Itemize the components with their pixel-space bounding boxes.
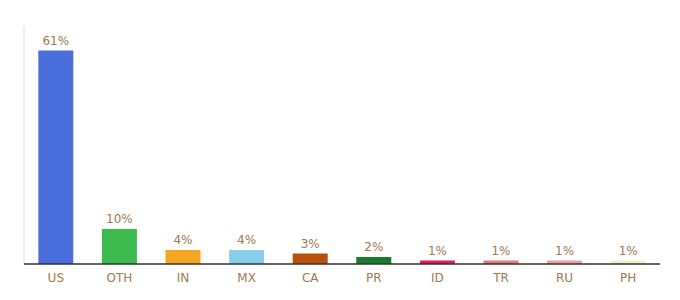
x-axis-line bbox=[24, 263, 660, 265]
bar bbox=[356, 257, 391, 264]
data-label: 1% bbox=[491, 244, 510, 258]
data-label: 3% bbox=[301, 237, 320, 251]
bar bbox=[293, 254, 328, 265]
data-label: 1% bbox=[619, 244, 638, 258]
bars bbox=[38, 51, 645, 265]
bar bbox=[102, 229, 137, 264]
bar bbox=[38, 51, 73, 265]
x-tick-label: RU bbox=[556, 271, 573, 285]
data-label: 2% bbox=[364, 240, 383, 254]
data-label: 4% bbox=[173, 233, 192, 247]
chart: US OTH IN MX CA PR ID TR RU PH 61% 10% 4% 4% 3% 2% 1% 1% 1… bbox=[0, 0, 680, 300]
x-tick-label: IN bbox=[177, 271, 190, 285]
x-tick-label: OTH bbox=[106, 271, 132, 285]
x-tick-label: CA bbox=[302, 271, 319, 285]
x-tick-label: TR bbox=[492, 271, 509, 285]
data-label: 61% bbox=[42, 34, 69, 48]
y-axis-line bbox=[24, 26, 25, 264]
x-tick-label: PR bbox=[366, 271, 382, 285]
bar bbox=[229, 250, 264, 264]
data-label: 1% bbox=[555, 244, 574, 258]
x-tick-label: PH bbox=[620, 271, 636, 285]
x-tick-label: US bbox=[48, 271, 64, 285]
bar bbox=[166, 250, 201, 264]
data-label: 1% bbox=[428, 244, 447, 258]
data-label: 4% bbox=[237, 233, 256, 247]
x-tick-label: ID bbox=[431, 271, 444, 285]
chart-container: US OTH IN MX CA PR ID TR RU PH 61% 10% 4% 4% 3% 2% 1% 1% 1… bbox=[0, 0, 680, 300]
data-label: 10% bbox=[106, 212, 133, 226]
x-tick-label: MX bbox=[237, 271, 256, 285]
